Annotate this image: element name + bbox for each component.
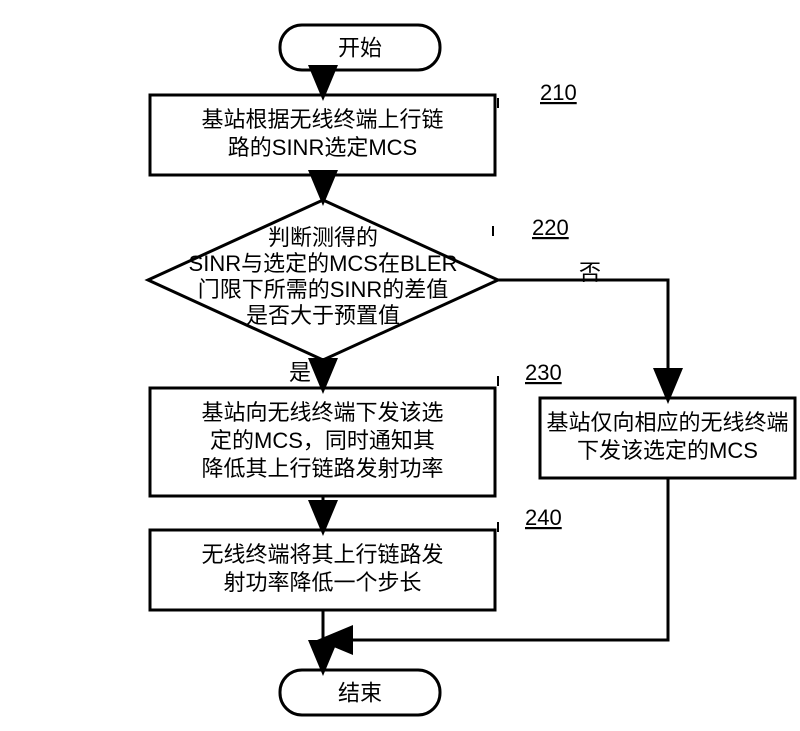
process-230: 基站向无线终端下发该选定的MCS，同时通知其降低其上行链路发射功率 230 [150, 360, 562, 496]
process-240: 无线终端将其上行链路发射功率降低一个步长 240 [150, 505, 562, 610]
svg-text:开始: 开始 [338, 35, 382, 60]
process-210: 基站根据无线终端上行链路的SINR选定MCS 210 [150, 80, 577, 175]
svg-text:基站仅向相应的无线终端下发该选定的MCS: 基站仅向相应的无线终端下发该选定的MCS [546, 410, 788, 463]
svg-text:基站根据无线终端上行链路的SINR选定MCS: 基站根据无线终端上行链路的SINR选定MCS [201, 107, 443, 160]
flowchart: 开始 结束 基站根据无线终端上行链路的SINR选定MCS 210 判断测得的SI… [0, 0, 800, 731]
terminator-start: 开始 [280, 25, 440, 70]
edge-label-yes: 是 [289, 360, 311, 385]
process-250: 基站仅向相应的无线终端下发该选定的MCS [540, 398, 795, 478]
svg-text:210: 210 [540, 80, 577, 105]
svg-text:240: 240 [525, 505, 562, 530]
svg-text:230: 230 [525, 360, 562, 385]
terminator-end: 结束 [280, 670, 440, 715]
arrow-220-250 [498, 280, 668, 398]
svg-text:基站向无线终端下发该选定的MCS，同时通知其降低其上行链路发: 基站向无线终端下发该选定的MCS，同时通知其降低其上行链路发射功率 [201, 400, 443, 481]
svg-text:无线终端将其上行链路发射功率降低一个步长: 无线终端将其上行链路发射功率降低一个步长 [201, 542, 443, 595]
svg-text:220: 220 [532, 215, 569, 240]
svg-text:结束: 结束 [338, 680, 382, 705]
